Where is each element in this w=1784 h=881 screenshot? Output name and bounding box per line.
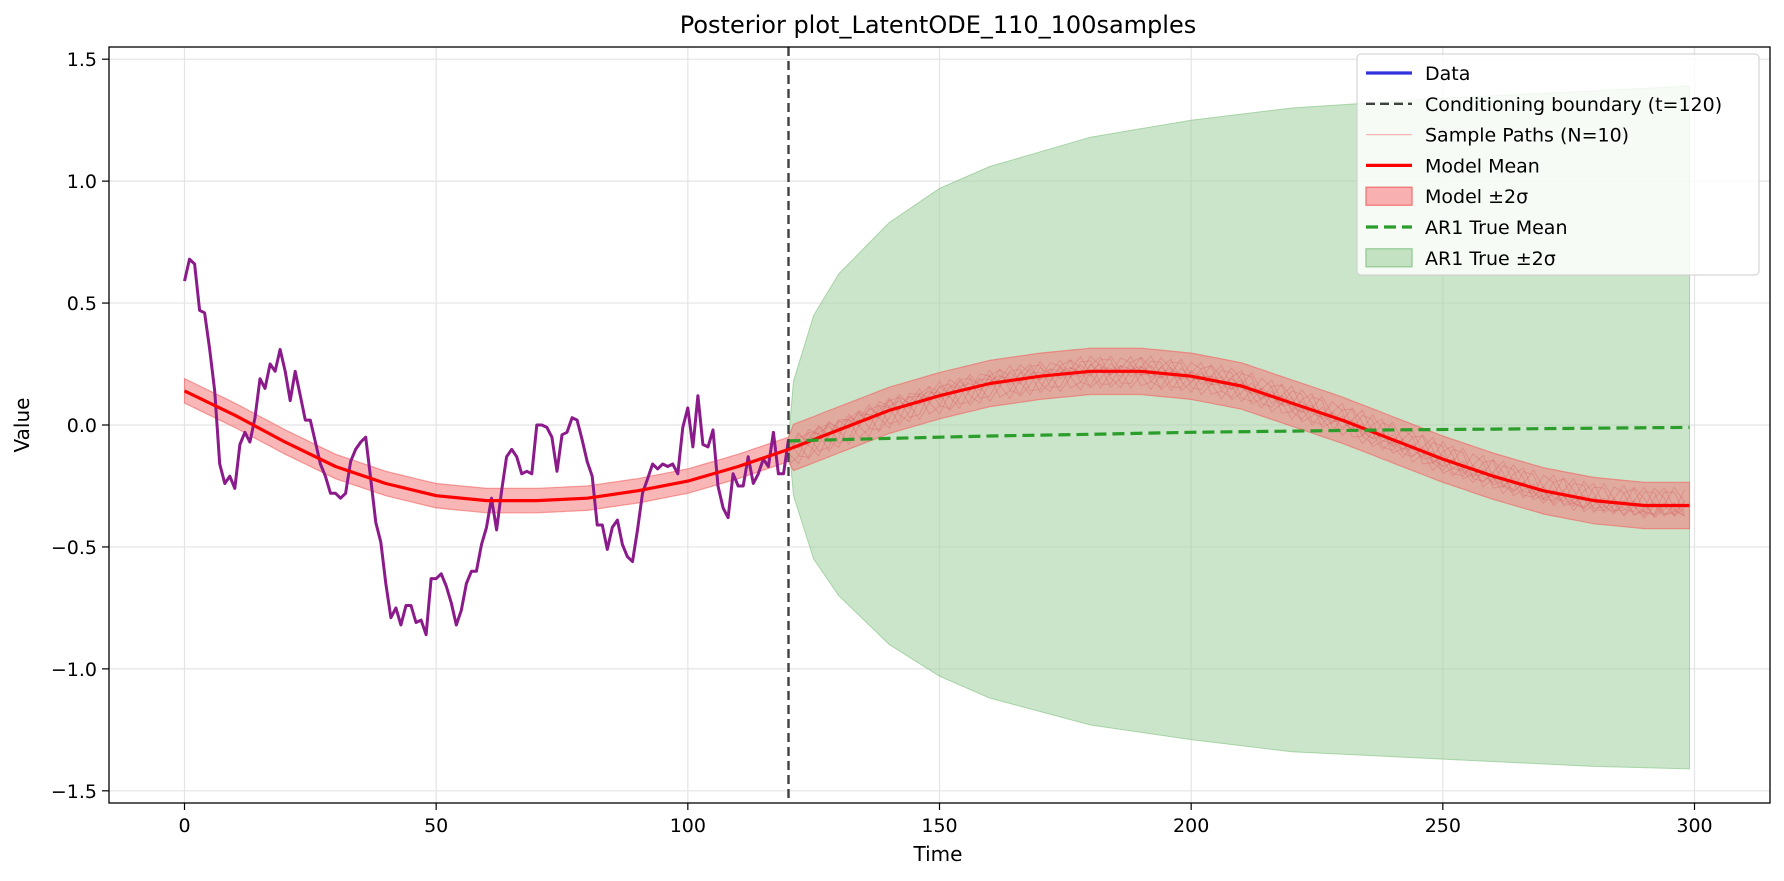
- legend-label: Model ±2σ: [1425, 186, 1528, 208]
- legend: Data Conditioning boundary (t=120) Sample …: [1356, 53, 1760, 276]
- chart-title: Posterior plot_LatentODE_110_100samples: [680, 11, 1196, 39]
- sample-path: [788, 359, 1685, 515]
- series-lines: [183, 257, 1690, 637]
- ar1-mean-line: [788, 425, 1690, 443]
- legend-entry: Conditioning boundary (t=120): [1366, 94, 1722, 116]
- y-tick-label: −1.0: [51, 659, 97, 681]
- sample-path: [788, 357, 1685, 517]
- sample-path: [788, 356, 1685, 519]
- legend-entry: Data: [1366, 63, 1470, 85]
- sample-path: [788, 355, 1685, 520]
- legend-entry: Model ±2σ: [1365, 186, 1528, 208]
- model-band-area: [183, 347, 1691, 530]
- legend-handle: [1365, 248, 1413, 268]
- legend-label: Data: [1425, 63, 1470, 85]
- legend-label: AR1 True Mean: [1425, 217, 1568, 239]
- legend-entry: AR1 True Mean: [1366, 217, 1568, 239]
- legend-label: Sample Paths (N=10): [1425, 125, 1629, 147]
- legend-entry: Model Mean: [1366, 155, 1540, 177]
- legend-entry: Sample Paths (N=10): [1366, 125, 1629, 147]
- y-tick-label: 0.5: [67, 293, 97, 315]
- x-tick-label: 250: [1425, 815, 1461, 837]
- legend-box: [1356, 53, 1760, 276]
- model-mean-line: [183, 369, 1690, 508]
- legend-handle: [1365, 186, 1413, 206]
- x-tick-label: 100: [670, 815, 706, 837]
- y-tick-label: 0.0: [67, 415, 97, 437]
- sample-path: [788, 355, 1685, 518]
- axis-ticks: 0 50 100 150 200 250 300 −1.5 −1.0 −0.5 0.0 0.5 1.0 1…: [51, 49, 1713, 837]
- model-band: [183, 347, 1691, 530]
- y-tick-label: 1.5: [67, 49, 97, 71]
- legend-label: Conditioning boundary (t=120): [1425, 94, 1722, 116]
- x-axis-label: Time: [913, 842, 963, 866]
- legend-label: AR1 True ±2σ: [1425, 248, 1556, 270]
- y-tick-label: 1.0: [67, 171, 97, 193]
- x-tick-label: 50: [424, 815, 448, 837]
- data-line: [183, 257, 790, 637]
- legend-entry: AR1 True ±2σ: [1365, 248, 1556, 270]
- x-tick-label: 150: [921, 815, 957, 837]
- legend-label: Model Mean: [1425, 155, 1540, 177]
- x-tick-label: 300: [1676, 815, 1712, 837]
- y-axis-label: Value: [10, 398, 34, 453]
- x-tick-label: 0: [178, 815, 190, 837]
- y-tick-label: −1.5: [51, 781, 97, 803]
- y-tick-label: −0.5: [51, 537, 97, 559]
- x-tick-label: 200: [1173, 815, 1209, 837]
